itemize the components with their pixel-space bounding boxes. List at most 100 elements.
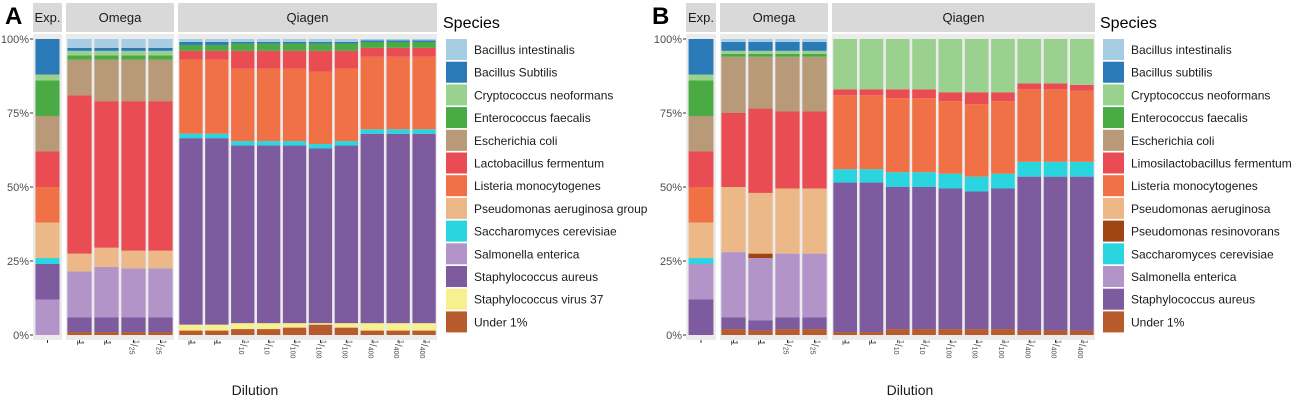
bar-segment bbox=[1043, 161, 1068, 177]
bar-segment bbox=[721, 187, 746, 253]
x-tick-label: 1 bbox=[840, 340, 851, 346]
bar-segment bbox=[721, 317, 746, 330]
bar-segment bbox=[775, 329, 800, 335]
bar-segment bbox=[67, 59, 92, 96]
bar-segment bbox=[121, 317, 146, 333]
bar-segment bbox=[35, 222, 60, 259]
bar-segment bbox=[256, 41, 281, 44]
bar-segment bbox=[833, 182, 857, 333]
bar-segment bbox=[35, 80, 60, 116]
bar-segment bbox=[334, 43, 359, 51]
bar-segment bbox=[688, 151, 714, 187]
legend-item-label: Enterococcus faecalis bbox=[1131, 111, 1248, 125]
bar-segment bbox=[775, 39, 800, 42]
bar-segment bbox=[282, 50, 307, 69]
bar-segment bbox=[386, 40, 410, 42]
bar-segment bbox=[121, 250, 146, 269]
bar-segment bbox=[412, 323, 436, 331]
bar-segment bbox=[1070, 176, 1094, 331]
bar-segment bbox=[386, 39, 410, 41]
bar-segment bbox=[775, 253, 800, 318]
bar-segment bbox=[775, 317, 800, 330]
x-tick-label: 1/100 bbox=[341, 340, 353, 358]
facet-strip bbox=[66, 3, 174, 32]
bar-segment bbox=[35, 151, 60, 187]
bar-segment bbox=[748, 39, 773, 42]
bar-segment bbox=[885, 172, 910, 187]
legend-swatch bbox=[446, 39, 467, 60]
bar-segment bbox=[1017, 89, 1042, 162]
bar-segment bbox=[94, 50, 119, 56]
bar-segment bbox=[148, 332, 173, 335]
bar-segment bbox=[256, 50, 281, 69]
bar-segment bbox=[885, 329, 910, 335]
legend-item-label: Escherichia coli bbox=[474, 134, 557, 148]
bar-segment bbox=[991, 188, 1015, 330]
bar-segment bbox=[308, 43, 333, 51]
x-tick-label: 1/10 bbox=[918, 340, 930, 355]
x-tick-label: 1/10 bbox=[263, 340, 275, 355]
bar-segment bbox=[412, 133, 436, 324]
bar-segment bbox=[360, 47, 384, 57]
bar-segment bbox=[938, 173, 963, 189]
bar-segment bbox=[121, 332, 146, 335]
bar-segment bbox=[35, 263, 60, 300]
bar-segment bbox=[991, 39, 1015, 93]
bar-segment bbox=[412, 56, 436, 130]
bar-segment bbox=[833, 169, 857, 183]
bar-segment bbox=[282, 41, 307, 44]
bar-segment bbox=[121, 47, 146, 51]
bar-segment bbox=[859, 182, 884, 333]
bar-segment bbox=[179, 41, 203, 45]
bar-segment bbox=[121, 39, 146, 48]
bar-segment bbox=[334, 68, 359, 142]
legend-swatch bbox=[446, 311, 467, 333]
legend-swatch bbox=[446, 266, 467, 287]
bar-segment bbox=[721, 252, 746, 318]
bar-segment bbox=[67, 253, 92, 272]
bar-segment bbox=[308, 41, 333, 44]
facet-strip bbox=[720, 3, 828, 32]
bar-segment bbox=[802, 53, 827, 57]
bar-segment bbox=[308, 39, 333, 42]
panel-label: A bbox=[5, 3, 22, 30]
bar-segment bbox=[412, 129, 436, 134]
bar-segment bbox=[833, 89, 857, 96]
bar-segment bbox=[67, 332, 92, 335]
bar-segment bbox=[35, 299, 60, 335]
bar-segment bbox=[991, 329, 1015, 335]
bar-segment bbox=[964, 329, 989, 335]
bar-segment bbox=[964, 104, 989, 177]
bar-segment bbox=[964, 191, 989, 330]
bar-segment bbox=[334, 41, 359, 44]
bar-segment bbox=[991, 173, 1015, 189]
y-tick-label: 0% bbox=[666, 330, 682, 342]
legend-item-label: Escherichia coli bbox=[1131, 134, 1214, 148]
bar-segment bbox=[688, 258, 714, 264]
y-tick-label: 100% bbox=[1, 34, 29, 46]
bar-segment bbox=[1017, 176, 1042, 331]
bar-segment bbox=[859, 89, 884, 96]
legend-item-label: Salmonella enterica bbox=[474, 247, 580, 261]
bar-segment bbox=[859, 95, 884, 170]
bar-segment bbox=[938, 329, 963, 335]
legend-item-label: Saccharomyces cerevisiae bbox=[1131, 247, 1274, 261]
bar-segment bbox=[1043, 89, 1068, 162]
bar-segment bbox=[231, 141, 255, 146]
bar-segment bbox=[386, 47, 410, 57]
bar-segment bbox=[938, 92, 963, 102]
x-tick-label: 1/100 bbox=[971, 340, 983, 358]
x-tick-label: 1/10 bbox=[892, 340, 904, 355]
bar-segment bbox=[912, 89, 936, 99]
bar-segment bbox=[67, 39, 92, 48]
bar-segment bbox=[67, 55, 92, 60]
legend-item-label: Under 1% bbox=[1131, 315, 1185, 329]
legend-swatch bbox=[1103, 243, 1124, 265]
bar-segment bbox=[360, 56, 384, 130]
legend-swatch bbox=[446, 175, 467, 197]
bar-segment bbox=[1043, 83, 1068, 90]
legend-title: Species bbox=[1100, 15, 1157, 32]
bar-segment bbox=[412, 47, 436, 57]
bar-segment bbox=[282, 323, 307, 328]
